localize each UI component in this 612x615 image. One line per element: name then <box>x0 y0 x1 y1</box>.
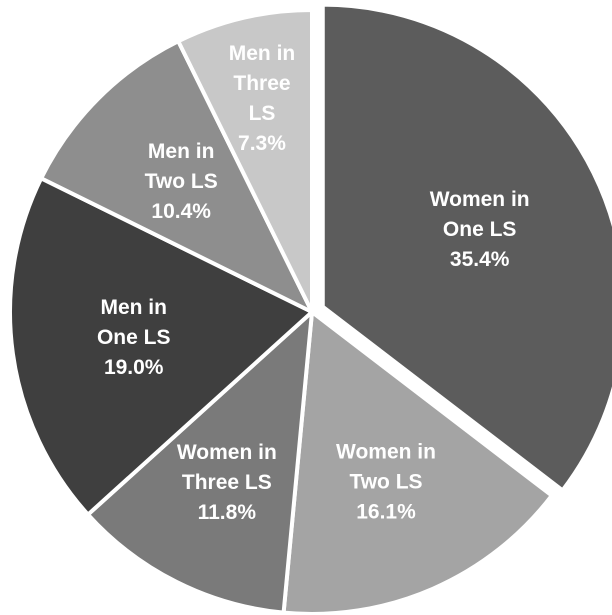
slice-label-line: One LS <box>443 218 517 241</box>
slice-label-line: 10.4% <box>151 200 211 223</box>
labels-layer: Women in One LS 35.4%Women in Two LS 16.1%Wo… <box>97 42 530 524</box>
slice-label-line: Men in <box>148 140 215 163</box>
slice-label-line: 11.8% <box>198 501 257 524</box>
slice-label-3: Men in One LS 19.0% <box>97 296 171 379</box>
slice-label-line: Women in <box>177 441 277 464</box>
slice-label-line: Three <box>233 72 290 95</box>
pie-slice-3 <box>8 175 316 518</box>
slice-label-5: Men in Three LS 7.3% <box>229 42 296 155</box>
slice-label-2: Women in Three LS 11.8% <box>177 441 277 524</box>
slice-label-line: Three LS <box>182 471 272 494</box>
slice-label-line: 19.0% <box>104 356 164 379</box>
slices-layer <box>8 2 612 615</box>
slice-label-line: Women in <box>336 441 436 464</box>
slice-label-1: Women in Two LS 16.1% <box>336 441 436 524</box>
pie-slice-0 <box>320 2 612 494</box>
slice-label-0: Women in One LS 35.4% <box>430 188 530 271</box>
pie-slice-5 <box>175 7 314 313</box>
pie-slice-4 <box>38 38 317 317</box>
pie-slice-2 <box>85 307 315 615</box>
pie-slice-1 <box>281 308 555 615</box>
slice-label-line: 7.3% <box>238 132 286 155</box>
slice-label-line: One LS <box>97 326 171 349</box>
slice-label-line: Women in <box>430 188 530 211</box>
slice-label-4: Men in Two LS 10.4% <box>145 140 218 223</box>
slice-label-line: LS <box>249 102 276 125</box>
slice-label-line: Two LS <box>349 471 422 494</box>
slice-label-line: 16.1% <box>356 501 416 524</box>
slice-label-line: Two LS <box>145 170 218 193</box>
slice-label-line: Men in <box>229 42 296 65</box>
slice-label-line: 35.4% <box>450 248 510 271</box>
slice-label-line: Men in <box>100 296 167 319</box>
